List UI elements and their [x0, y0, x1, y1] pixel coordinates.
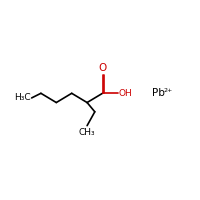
Text: H₃C: H₃C [14, 93, 31, 102]
Text: CH₃: CH₃ [79, 128, 95, 137]
Text: 2+: 2+ [163, 88, 173, 93]
Text: O: O [98, 63, 107, 73]
Text: OH: OH [119, 89, 132, 98]
Text: Pb: Pb [152, 88, 165, 98]
